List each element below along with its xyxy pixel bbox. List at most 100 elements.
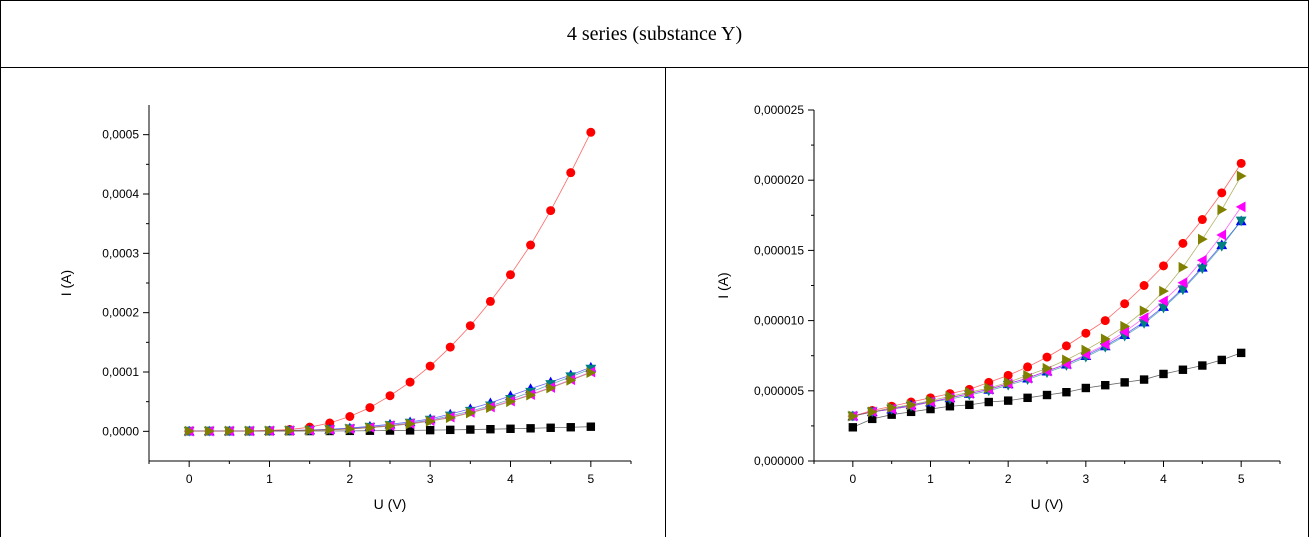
- data-point: [1236, 170, 1247, 182]
- data-point: [305, 424, 316, 436]
- data-point: [1081, 344, 1092, 356]
- y-tick-label: 0,0004: [102, 187, 139, 201]
- x-tick-label: 1: [927, 472, 934, 486]
- data-point: [1099, 339, 1110, 350]
- series-triangle-down: [847, 216, 1247, 422]
- series-triangle-right: [848, 170, 1247, 422]
- data-point: [1139, 375, 1149, 384]
- data-point: [345, 412, 355, 421]
- data-point: [926, 404, 935, 414]
- data-point: [1062, 354, 1072, 366]
- data-point: [1178, 261, 1189, 273]
- data-point: [926, 395, 936, 407]
- data-point: [906, 399, 917, 411]
- x-tick-label: 1: [266, 472, 273, 486]
- data-point: [546, 206, 556, 216]
- data-point: [1139, 305, 1150, 317]
- data-point: [526, 424, 535, 433]
- data-point: [546, 382, 557, 394]
- x-tick-label: 0: [186, 472, 193, 486]
- data-point: [1178, 365, 1188, 374]
- data-point: [1023, 393, 1032, 403]
- data-point: [1178, 238, 1188, 248]
- data-point: [1158, 295, 1168, 307]
- data-point: [466, 407, 476, 419]
- data-point: [425, 361, 435, 371]
- data-point: [1003, 376, 1014, 388]
- data-point: [1003, 370, 1013, 380]
- data-point: [405, 418, 416, 430]
- data-point: [1216, 229, 1227, 241]
- data-point: [385, 391, 395, 401]
- y-tick-label: 0,000015: [754, 243, 804, 257]
- data-point: [1138, 312, 1149, 324]
- x-tick-label: 2: [1005, 472, 1012, 486]
- series-line: [852, 220, 1242, 417]
- series-square: [848, 348, 1246, 432]
- data-point: [984, 397, 993, 407]
- x-tick-label: 3: [427, 472, 434, 486]
- data-point: [1062, 388, 1071, 397]
- data-point: [546, 423, 555, 432]
- x-tick-label: 2: [346, 472, 353, 486]
- figure-title: 4 series (substance Y): [0, 0, 1309, 68]
- data-point: [965, 400, 974, 410]
- data-point: [1061, 341, 1071, 351]
- data-point: [1120, 299, 1130, 309]
- data-point: [265, 425, 275, 437]
- right-chart-cell: 0 1 2 3 4 5 0,000000 0,000005 0,000010 0,000015 0,…: [666, 68, 1309, 537]
- data-point: [586, 127, 596, 137]
- data-point: [486, 402, 496, 413]
- y-tick-label: 0,0002: [102, 306, 139, 320]
- x-axis-label: U (V): [1031, 496, 1064, 512]
- data-point: [1042, 362, 1053, 374]
- data-point: [1120, 378, 1129, 387]
- data-point: [1217, 355, 1226, 365]
- series-line: [852, 220, 1242, 417]
- data-point: [887, 410, 896, 419]
- y-tick-label: 0,000000: [754, 454, 804, 468]
- data-point: [1235, 216, 1247, 227]
- data-point: [466, 425, 475, 434]
- data-point: [184, 425, 195, 437]
- data-point: [1159, 285, 1169, 297]
- data-point: [425, 415, 436, 427]
- data-point: [1236, 158, 1246, 168]
- series-triangle-right: [184, 367, 597, 437]
- x-tick-label: 5: [587, 472, 594, 486]
- x-tick-label: 4: [507, 472, 514, 486]
- data-point: [906, 407, 916, 417]
- data-point: [1196, 264, 1208, 275]
- data-point: [1159, 369, 1168, 379]
- data-point: [1236, 348, 1246, 358]
- series-triangle-up: [847, 215, 1247, 421]
- data-point: [984, 382, 995, 394]
- data-point: [465, 321, 475, 331]
- x-tick-label: 5: [1238, 472, 1245, 486]
- data-point: [566, 423, 575, 432]
- data-point: [385, 420, 396, 432]
- series-line: [852, 206, 1242, 417]
- y-tick-label: 0,000020: [754, 173, 804, 187]
- data-point: [965, 386, 975, 398]
- data-point: [1158, 303, 1169, 314]
- data-point: [848, 423, 858, 432]
- x-tick-label: 4: [1160, 472, 1167, 486]
- data-point: [566, 168, 576, 178]
- data-point: [1023, 362, 1033, 372]
- data-point: [405, 426, 415, 435]
- data-point: [365, 403, 375, 413]
- data-point: [486, 424, 495, 434]
- data-point: [1139, 281, 1149, 290]
- data-point: [1196, 254, 1207, 266]
- data-point: [425, 425, 435, 435]
- y-tick-label: 0,000010: [754, 314, 804, 328]
- y-axis-label: I (A): [58, 270, 74, 296]
- right-chart: 0 1 2 3 4 5 0,000000 0,000005 0,000010 0,000015 0,…: [715, 103, 1281, 512]
- data-point: [446, 425, 455, 435]
- data-point: [225, 425, 235, 437]
- left-chart-cell: 0 1 2 3 4 5 0,0000 0,0001 0,0002 0,0003 0,0004 0,00…: [0, 68, 666, 537]
- data-point: [867, 406, 878, 418]
- data-point: [1101, 380, 1110, 390]
